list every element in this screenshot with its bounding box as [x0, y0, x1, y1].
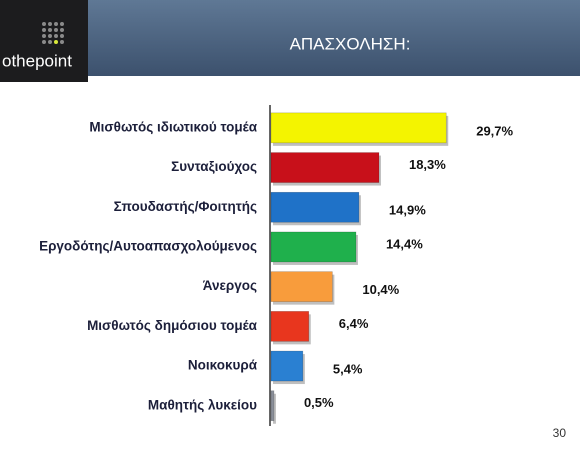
category-label: Μισθωτός δημόσιου τομέα — [87, 318, 258, 333]
category-label: Μαθητής λυκείου — [148, 397, 257, 412]
value-label: 14,9% — [389, 203, 426, 218]
header-band — [0, 0, 580, 76]
value-label: 18,3% — [409, 157, 446, 172]
category-label: Νοικοκυρά — [188, 358, 258, 373]
page-number: 30 — [553, 426, 567, 440]
value-label: 29,7% — [476, 123, 513, 138]
category-label: Άνεργος — [203, 278, 257, 293]
logo-dots — [42, 22, 64, 44]
chart-title: ΑΠΑΣΧΟΛΗΣΗ: — [290, 34, 411, 53]
bar — [270, 390, 275, 422]
category-label: Σπουδαστής/Φοιτητής — [114, 199, 257, 214]
logo: othepoint — [2, 51, 72, 70]
bar — [270, 311, 310, 342]
value-label: 10,4% — [362, 282, 399, 297]
bar — [270, 191, 360, 223]
value-label: 14,4% — [386, 236, 423, 251]
bar-shadow — [273, 393, 276, 424]
category-label: Συνταξιούχος — [171, 159, 257, 174]
bar — [270, 152, 380, 183]
value-label: 5,4% — [333, 361, 363, 376]
bar — [270, 350, 304, 382]
category-label: Εργοδότης/Αυτοαπασχολούμενος — [39, 239, 257, 254]
bar — [270, 112, 447, 144]
bar — [270, 271, 333, 302]
value-label: 0,5% — [304, 395, 334, 410]
bar — [270, 231, 357, 263]
value-label: 6,4% — [339, 316, 369, 331]
category-label: Μισθωτός ιδιωτικού τομέα — [89, 119, 257, 134]
